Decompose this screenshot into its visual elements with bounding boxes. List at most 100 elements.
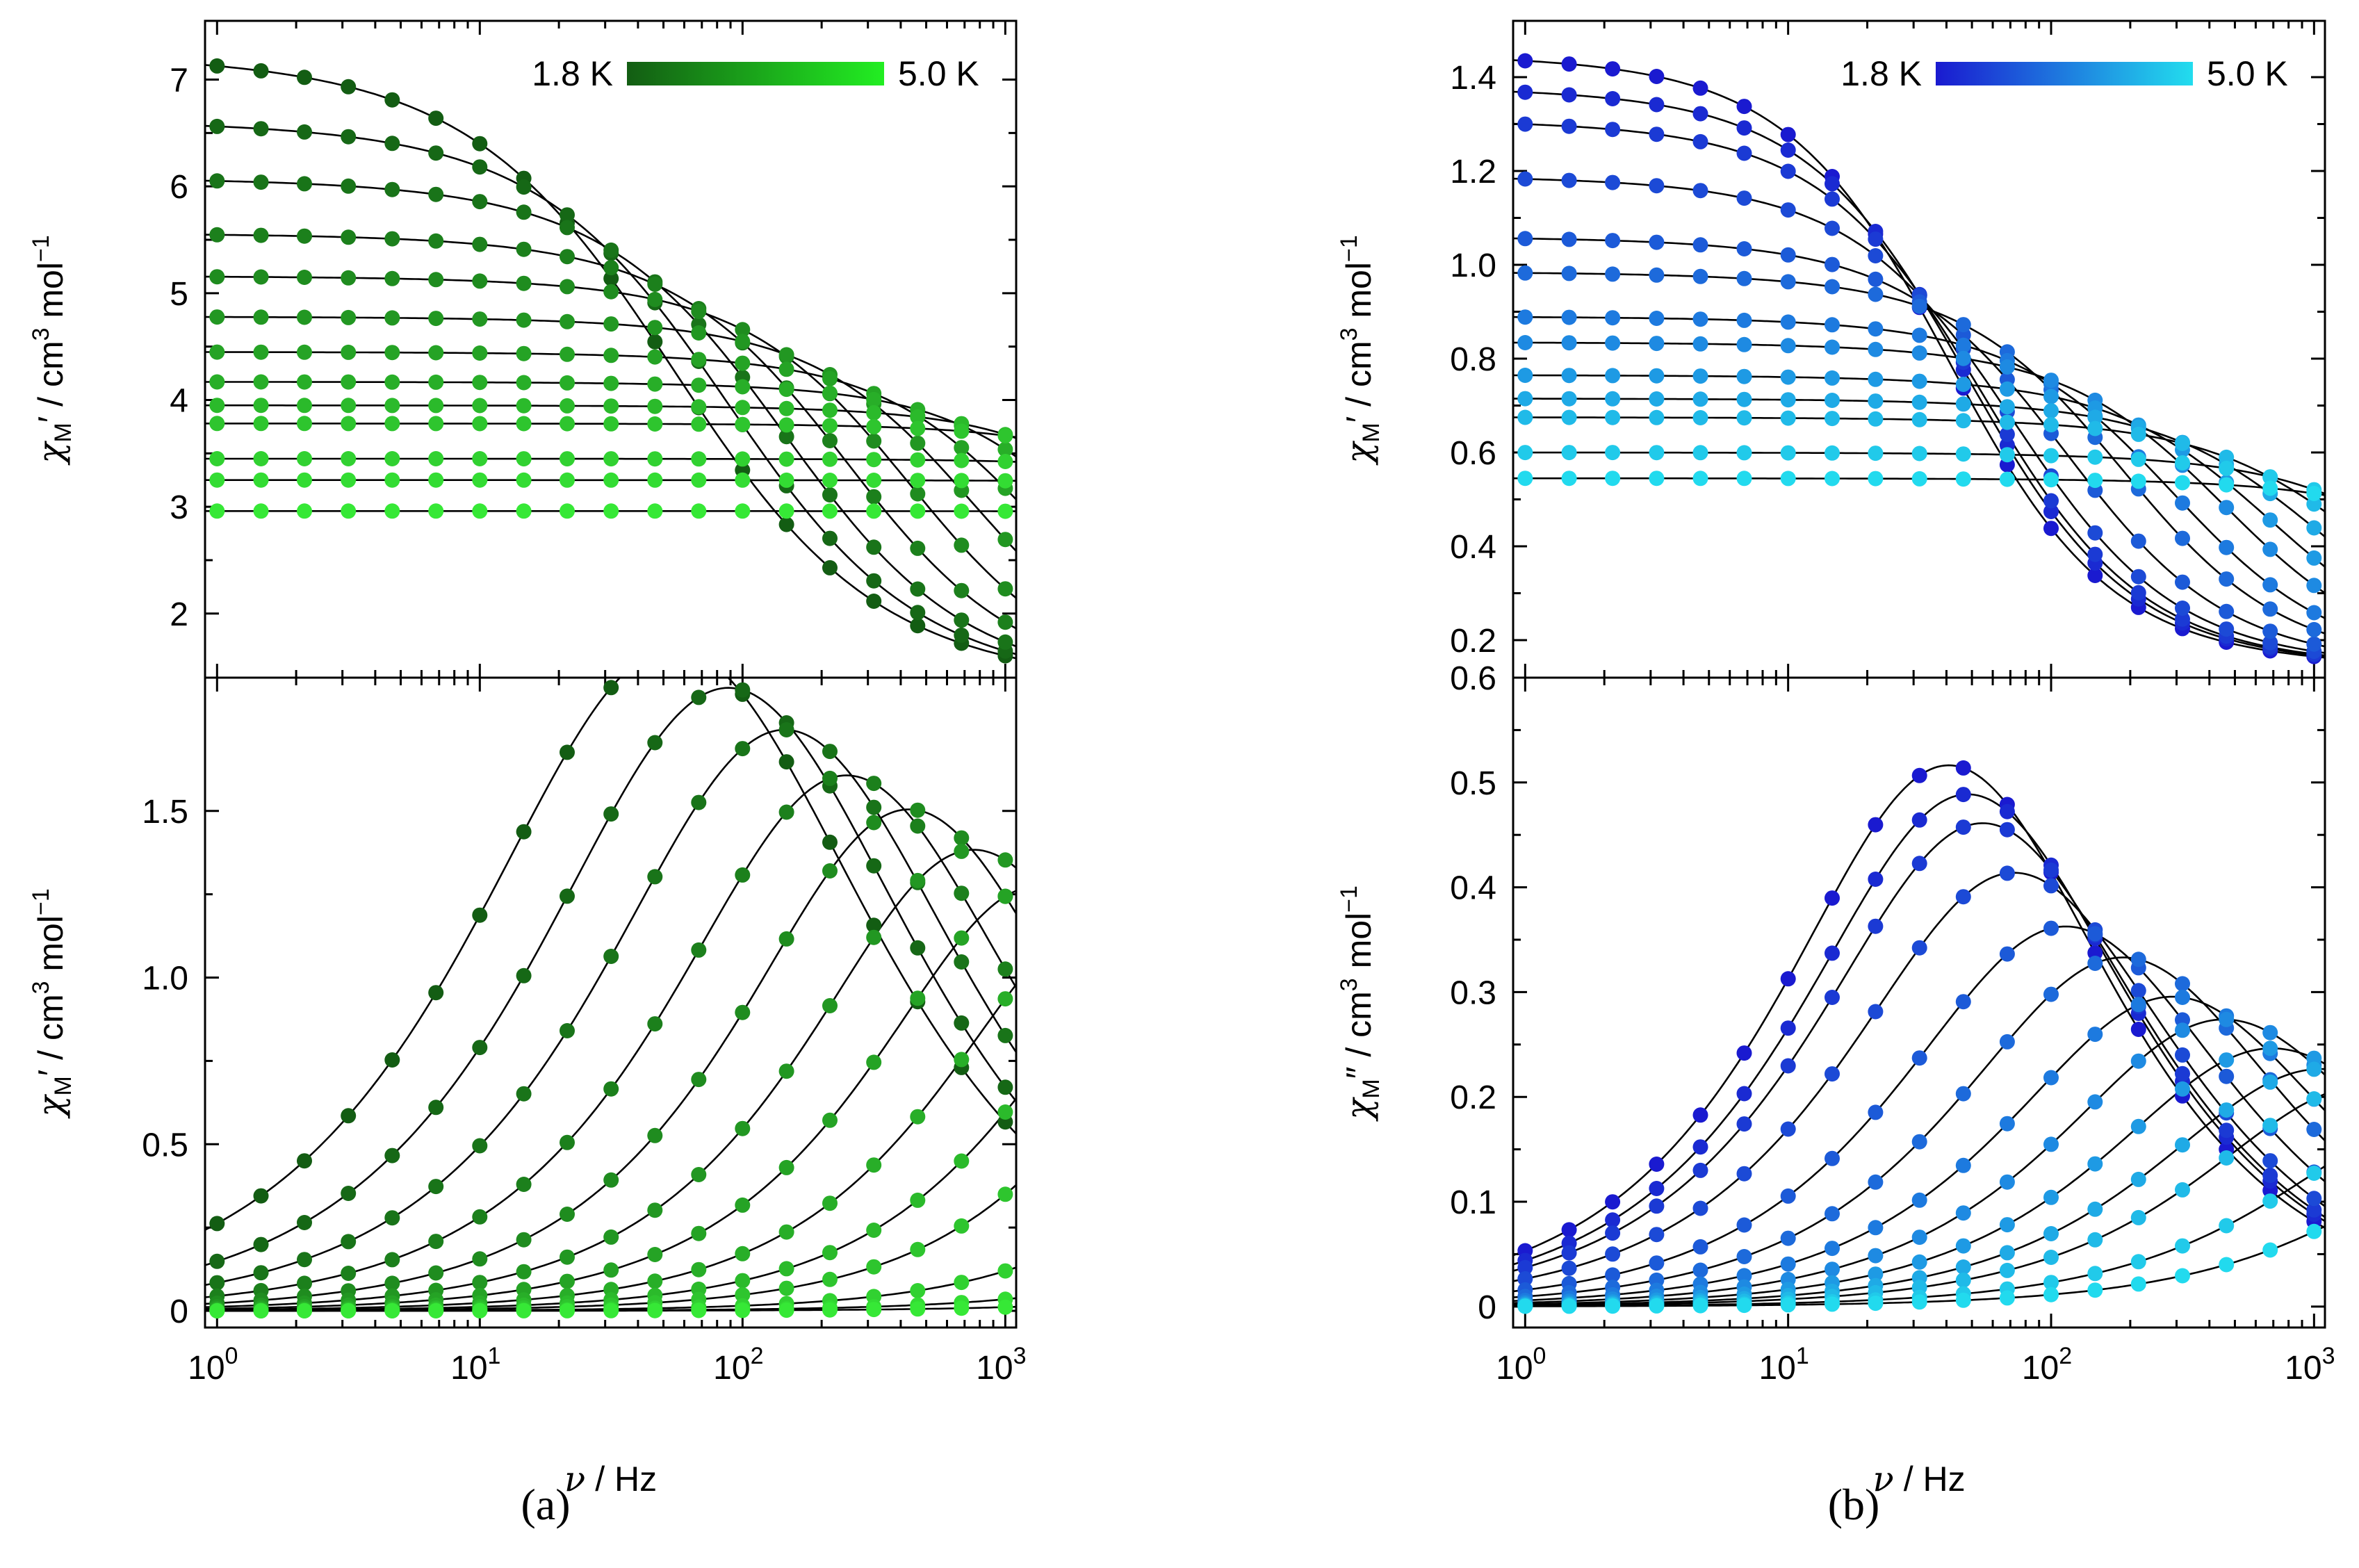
panel-a-bottom-data-point-5K	[997, 1299, 1013, 1315]
panel-b-bottom-data-point-4K	[2130, 1209, 2146, 1225]
panel-b-top-data-point-5K	[1649, 471, 1665, 487]
panel-a-bottom-data-point-2K	[866, 858, 882, 874]
panel-b-bottom-data-point-2.4K	[1605, 1246, 1621, 1262]
panel-b-top-data-point-5K	[1605, 471, 1621, 487]
panel-a-top-data-point-2.6K	[647, 291, 663, 307]
panel-b-top-data-point-2.6K	[1868, 271, 1884, 287]
panel-b-bottom-y-tick-label: 0.2	[1450, 1079, 1496, 1116]
panel-b-bottom-data-point-2.4K	[2130, 983, 2146, 999]
panel-a-bottom-data-point-3.4K	[866, 1223, 882, 1238]
panel-a-top-data-point-3K	[516, 345, 532, 361]
panel-b-top-data-point-5K	[1780, 471, 1796, 487]
panel-b-top-data-point-4K	[2306, 496, 2322, 512]
panel-a-top-data-point-3.2K	[560, 375, 575, 391]
panel-b-bottom-data-point-2.6K	[1911, 1050, 1927, 1066]
panel-a-top-data-point-3K	[472, 345, 488, 361]
panel-b-bottom-data-point-2.6K	[1955, 994, 1971, 1010]
panel-a-top-data-point-3.6K	[384, 416, 400, 432]
panel-a-top-data-point-2.8K	[384, 310, 400, 326]
panel-b-bottom-data-point-4.5K	[2175, 1238, 2190, 1254]
panel-b-top-data-point-3.6K	[1868, 393, 1884, 409]
panel-a-top-data-point-2.8K	[997, 532, 1013, 548]
panel-a-top-data-point-2.8K	[778, 347, 794, 363]
panel-a-bottom-data-point-2.6K	[560, 1207, 575, 1222]
panel-b-bottom-y-tick-label: 0.6	[1450, 660, 1496, 697]
panel-a-top-data-point-5K	[384, 503, 400, 519]
panel-b-bottom-data-point-2.6K	[2087, 926, 2103, 942]
panel-a-top-data-point-2.4K	[866, 489, 882, 505]
panel-a-bottom-data-point-5K	[428, 1303, 444, 1318]
panel-a-top-data-point-5K	[209, 503, 225, 519]
panel-b-bottom-ylabel-part: mol	[1339, 913, 1378, 978]
panel-a-bottom-data-point-4K	[997, 1263, 1013, 1279]
panel-b-bottom-data-point-2.4K	[1868, 1004, 1884, 1020]
panel-a-top-data-point-4K	[735, 451, 751, 467]
panel-a-top-data-point-3.6K	[297, 416, 312, 432]
panel-a-top-data-point-2.2K	[428, 186, 444, 202]
panel-b-top-data-point-4K	[1649, 409, 1665, 425]
panel-a-top-data-point-4K	[428, 451, 444, 466]
panel-a-top-data-point-3.6K	[822, 418, 838, 434]
panel-b-top-data-point-5K	[1868, 471, 1884, 487]
panel-a-bottom-data-point-1.8K	[560, 744, 575, 760]
panel-a-top-data-point-1.8K	[341, 79, 357, 95]
panel-b-top-data-point-4K	[2087, 420, 2103, 436]
panel-a-top-y-tick-label: 2	[170, 596, 188, 633]
panel-b-bottom-data-point-2.4K	[1955, 889, 1971, 905]
panel-b-top-ylabel-part: mol	[1339, 262, 1378, 327]
panel-a-top-data-point-3.4K	[735, 400, 751, 416]
panel-b-bottom-data-point-3.2K	[1955, 1205, 1971, 1221]
panel-b-bottom-data-point-3.2K	[2175, 1022, 2190, 1038]
panel-b-top-data-point-2.8K	[1517, 265, 1533, 281]
panel-b-bottom-data-point-2.6K	[1605, 1267, 1621, 1283]
panel-b-bottom-data-point-3.6K	[2130, 1171, 2146, 1187]
panel-a-top-data-point-3.6K	[866, 418, 882, 434]
panel-b-top-data-point-2K	[1649, 97, 1665, 113]
panel-b-bottom-data-point-1.8K	[1868, 817, 1884, 833]
panel-a-top-data-point-3K	[253, 344, 269, 360]
panel-a-top-data-point-3.4K	[778, 400, 794, 416]
panel-a-bottom-data-point-2.4K	[603, 1081, 619, 1097]
panel-a-top-data-point-2.8K	[341, 309, 357, 325]
panel-a-top-data-point-2.8K	[209, 309, 225, 325]
panel-a-top-data-point-2K	[341, 129, 357, 145]
panel-b-bottom-x-tick-exp: 3	[2322, 1343, 2335, 1369]
panel-b-bottom-data-point-2.8K	[2087, 956, 2103, 971]
panel-a-top-ylabel-part: M	[50, 423, 76, 442]
panel-a-bottom-data-point-2.2K	[691, 794, 707, 810]
panel-b-top-data-point-1.8K	[2087, 568, 2103, 583]
panel-b-top-data-point-2.8K	[1911, 298, 1927, 314]
panel-a-top-data-point-5K	[822, 503, 838, 519]
panel-b-top-data-point-2.8K	[2262, 601, 2278, 617]
panel-b-bottom-ylabel-part: / cm	[1339, 991, 1378, 1066]
panel-b-bottom-data-point-1.8K	[2130, 1022, 2146, 1037]
panel-a-top-data-point-4K	[341, 451, 357, 466]
panel-a-bottom-data-point-3.2K	[647, 1273, 663, 1289]
panel-a-bottom-data-point-1.8K	[778, 754, 794, 770]
panel-a-top-data-point-2K	[560, 207, 575, 223]
panel-a-bottom-x-tick-base: 10	[188, 1350, 225, 1387]
panel-b-top-data-point-3.2K	[1561, 335, 1577, 351]
panel-b-top-data-point-2.2K	[1780, 163, 1796, 179]
panel-a-bottom-data-point-2.8K	[603, 1229, 619, 1245]
panel-b-top-data-point-4K	[1955, 413, 1971, 429]
panel-b-top-data-point-2.6K	[1692, 237, 1708, 253]
panel-a-top-data-point-2.2K	[516, 204, 532, 220]
panel-b-top-data-point-4K	[2043, 417, 2059, 433]
panel-b-top-data-point-1.8K	[1605, 61, 1621, 77]
panel-b-bottom-x-tick-base: 10	[1758, 1350, 1795, 1387]
panel-a-top-data-point-2.8K	[428, 311, 444, 327]
panel-b-bottom-data-point-2.8K	[1999, 1034, 2015, 1050]
panel-a-top-data-point-4.5K	[297, 472, 312, 488]
panel-a-bottom-x-tick-exp: 2	[751, 1343, 764, 1369]
panel-a-bottom-data-point-2.2K	[428, 1179, 444, 1195]
panel-b-bottom-data-point-5K	[2219, 1257, 2235, 1273]
panel-b-bottom-data-point-2.8K	[1825, 1206, 1840, 1222]
panel-b-top-data-point-3.4K	[2306, 550, 2322, 566]
panel-b-bottom-x-tick-label: 100	[1496, 1343, 1546, 1387]
panel-b-bottom-data-point-4.5K	[2130, 1254, 2146, 1270]
panel-b-top-ylabel-part: ′	[1339, 416, 1378, 423]
panel-b-bottom-x-tick-exp: 1	[1796, 1343, 1809, 1369]
panel-a-bottom-data-point-2.6K	[647, 1127, 663, 1143]
panel-a-top-data-point-2.6K	[735, 322, 751, 338]
